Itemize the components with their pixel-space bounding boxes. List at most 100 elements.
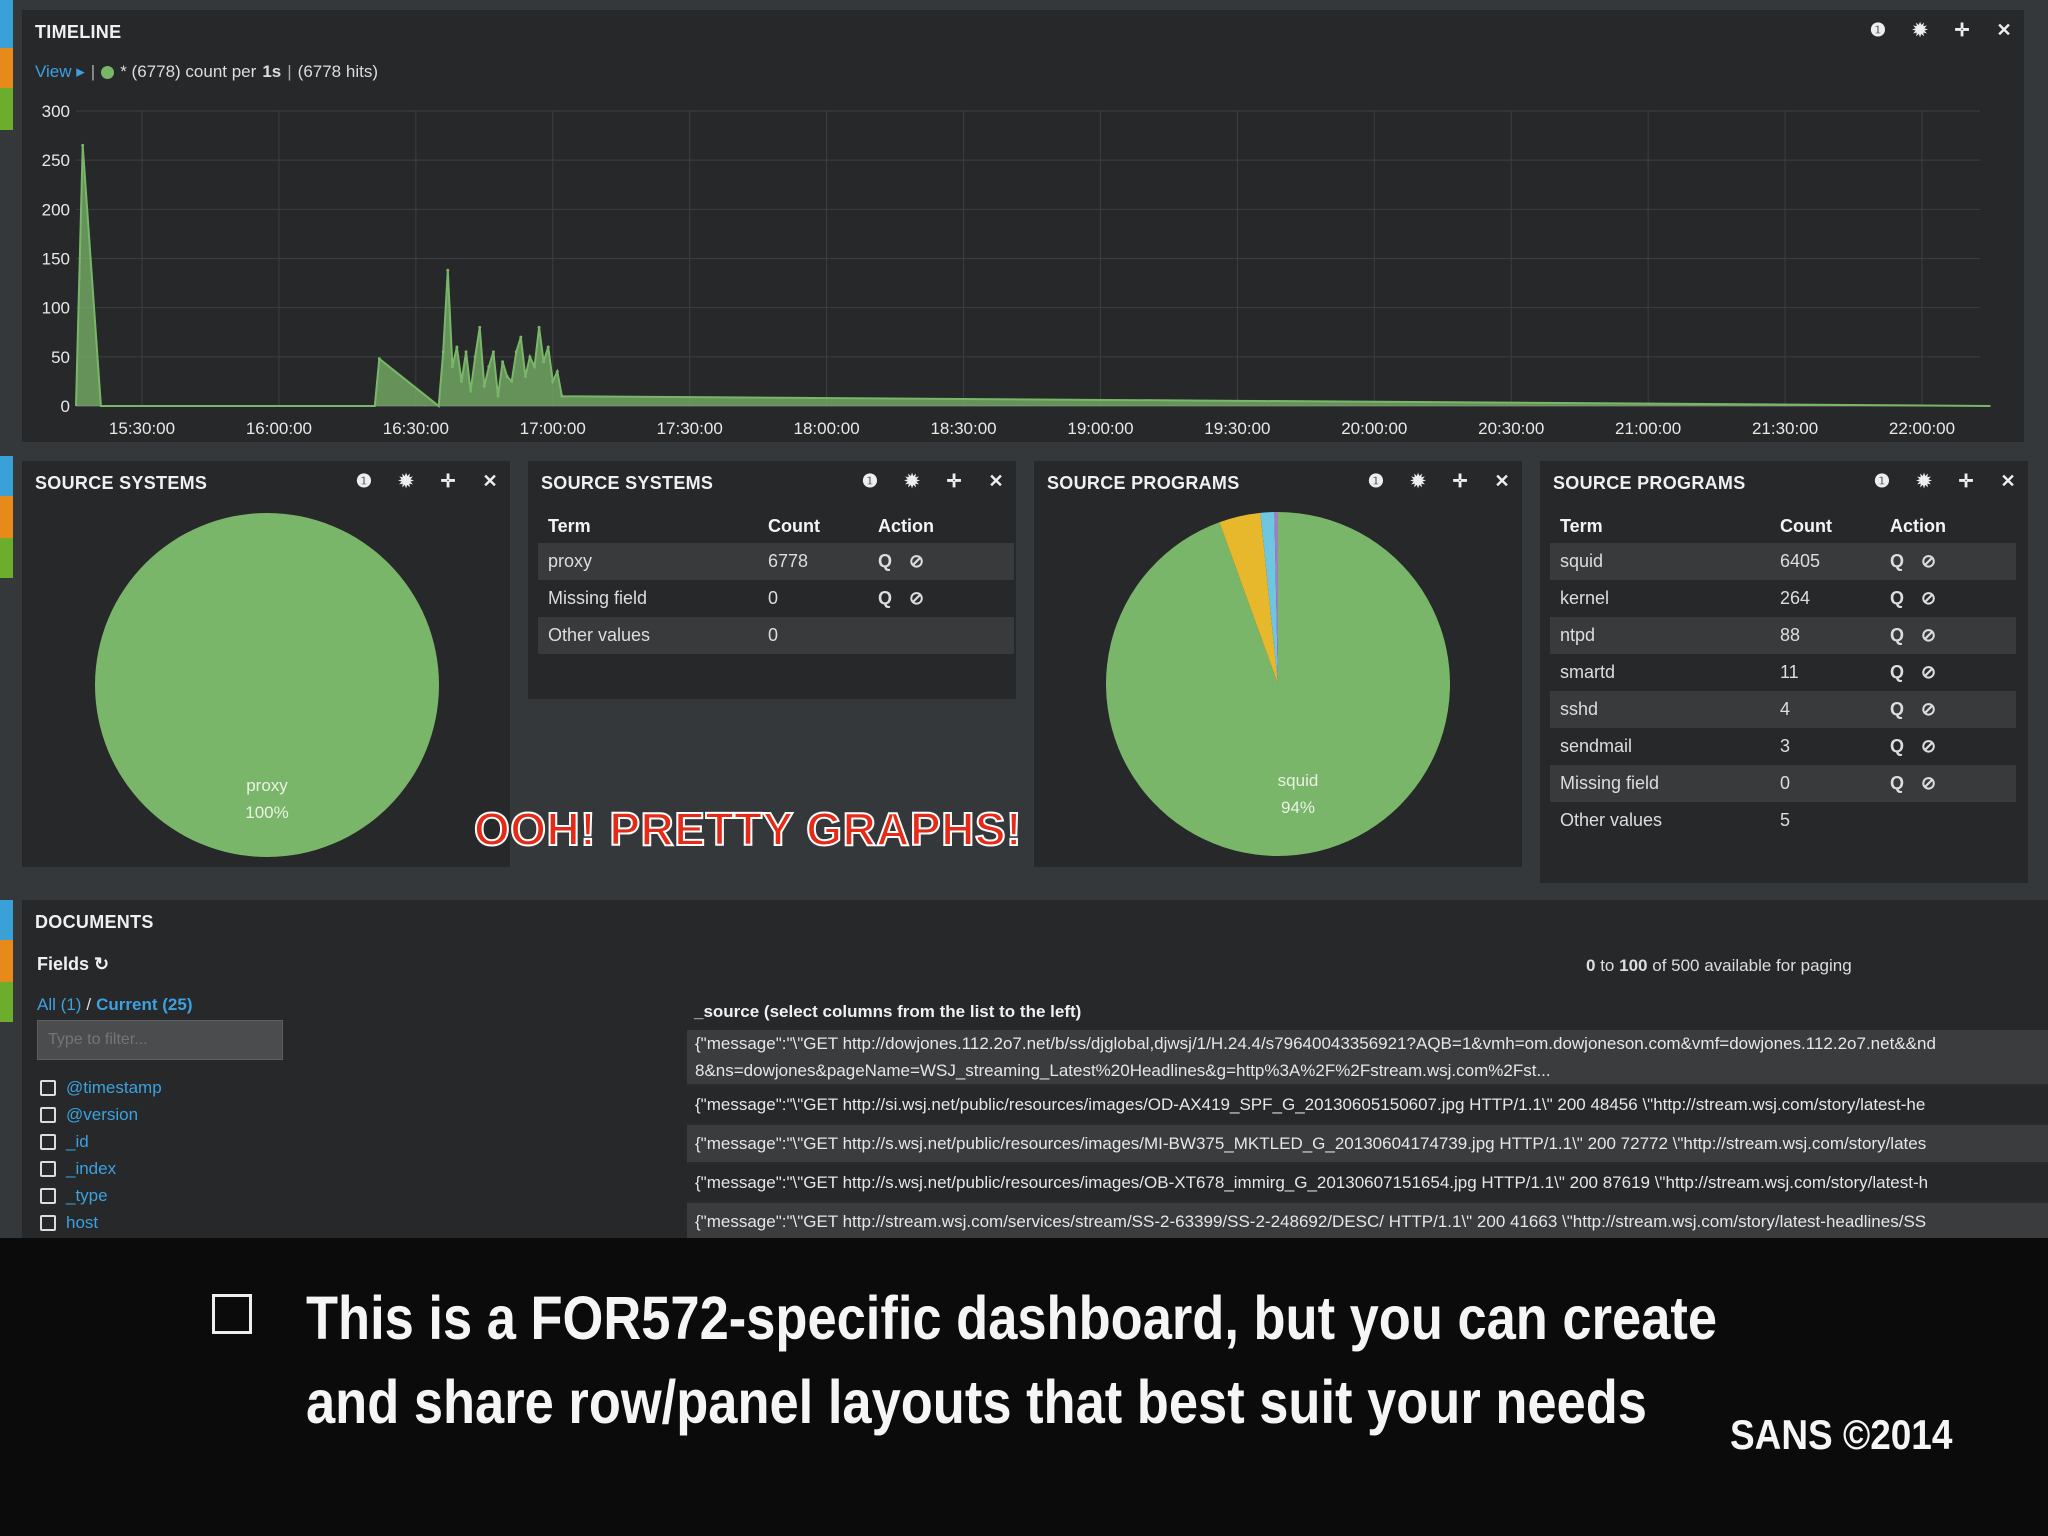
data-point[interactable] (519, 335, 523, 339)
data-point[interactable] (560, 394, 564, 398)
col-header-term[interactable]: Term (548, 515, 591, 536)
field-checkbox[interactable] (40, 1106, 56, 1123)
info-icon[interactable]: ❶ (1873, 471, 1891, 491)
gear-icon[interactable]: ✹ (1912, 20, 1928, 40)
data-point[interactable] (514, 350, 518, 354)
move-icon[interactable]: ✛ (1958, 471, 1974, 491)
pie-slice-ntpd[interactable] (1260, 512, 1278, 684)
data-point[interactable] (473, 355, 477, 359)
data-point[interactable] (505, 375, 509, 378)
data-point[interactable] (546, 345, 550, 349)
filter-actions[interactable]: Q ⊘ (868, 543, 1014, 580)
table-row[interactable]: {"message":"\"GET http://s.wsj.net/publi… (687, 1162, 2048, 1201)
close-icon[interactable]: ✕ (1996, 20, 2012, 40)
data-point[interactable] (501, 360, 505, 364)
data-point[interactable] (441, 350, 445, 354)
table-row[interactable]: {"message":"\"GET http://stream.wsj.com/… (687, 1201, 2048, 1238)
close-icon[interactable]: ✕ (2000, 471, 2016, 491)
source-column-header[interactable]: _source (select columns from the list to… (694, 1002, 1082, 1021)
timeline-chart[interactable]: 300 250 200 150 100 50 0 15:30:00 16:00:00 16:30:… (22, 62, 2024, 462)
col-header-count[interactable]: Count (768, 515, 820, 536)
field-filter-input[interactable] (37, 1020, 283, 1060)
table-row[interactable]: {"message":"\"GET http://dowjones.112.2o… (687, 1030, 2048, 1058)
move-icon[interactable]: ✛ (946, 471, 962, 491)
data-point[interactable] (446, 268, 450, 272)
row-collapse-bar-timeline[interactable] (0, 0, 13, 130)
field-checkbox[interactable] (40, 1160, 56, 1177)
close-icon[interactable]: ✕ (1494, 471, 1510, 491)
data-point[interactable] (533, 365, 537, 369)
data-point[interactable] (528, 355, 532, 359)
data-point[interactable] (510, 379, 514, 383)
info-icon[interactable]: ❶ (1869, 20, 1887, 40)
fields-heading[interactable]: Fields ↻ (37, 954, 110, 974)
info-icon[interactable]: ❶ (355, 471, 373, 491)
data-point[interactable] (482, 384, 486, 388)
field-checkbox[interactable] (40, 1214, 56, 1231)
data-point[interactable] (537, 325, 541, 329)
gear-icon[interactable]: ✹ (398, 471, 414, 491)
field-checkbox[interactable] (40, 1079, 56, 1096)
move-icon[interactable]: ✛ (1954, 20, 1970, 40)
data-point[interactable] (469, 389, 473, 393)
data-point[interactable] (551, 379, 555, 383)
info-icon[interactable]: ❶ (861, 471, 879, 491)
gear-icon[interactable]: ✹ (1916, 471, 1932, 491)
field-item[interactable]: @timestamp (40, 1074, 290, 1101)
filter-actions[interactable]: Q ⊘ (1890, 736, 1943, 756)
filter-actions[interactable]: Q ⊘ (878, 588, 931, 608)
field-checkbox[interactable] (40, 1187, 56, 1204)
data-point[interactable] (459, 379, 463, 383)
table-row-continuation[interactable]: 8&ns=dowjones&pageName=WSJ_streaming_Lat… (687, 1058, 2048, 1084)
data-point[interactable] (555, 370, 559, 374)
data-point[interactable] (81, 143, 85, 147)
data-point[interactable] (487, 365, 491, 369)
filter-actions[interactable]: Q ⊘ (1880, 617, 2016, 654)
move-icon[interactable]: ✛ (440, 471, 456, 491)
field-item[interactable]: _id (40, 1128, 290, 1155)
col-header-count[interactable]: Count (1780, 515, 1832, 536)
field-item[interactable]: host (40, 1209, 290, 1236)
pie-slice-other[interactable] (1274, 512, 1278, 684)
gear-icon[interactable]: ✹ (1410, 471, 1426, 491)
gear-icon[interactable]: ✹ (904, 471, 920, 491)
source-systems-pie-chart[interactable]: proxy 100% (22, 461, 510, 867)
data-point[interactable] (491, 350, 495, 354)
source-programs-pie-chart[interactable]: squid 94% (1034, 461, 1522, 867)
filter-actions[interactable]: Q ⊘ (1880, 765, 2016, 802)
table-row[interactable]: {"message":"\"GET http://s.wsj.net/publi… (687, 1123, 2048, 1162)
data-point[interactable] (464, 350, 468, 354)
data-point[interactable] (455, 345, 459, 349)
view-menu-link[interactable]: View ▸ (35, 62, 85, 81)
pie-slice-squid[interactable] (1105, 512, 1450, 856)
field-checkbox[interactable] (40, 1133, 56, 1150)
series-color-dot[interactable] (101, 65, 115, 79)
close-icon[interactable]: ✕ (988, 471, 1004, 491)
all-fields-link[interactable]: All (1) (37, 995, 82, 1014)
data-point[interactable] (450, 365, 454, 369)
filter-actions[interactable]: Q ⊘ (1880, 691, 2016, 728)
table-row[interactable]: {"message":"\"GET http://si.wsj.net/publ… (687, 1084, 2048, 1123)
row-collapse-bar-documents[interactable] (0, 900, 13, 1022)
move-icon[interactable]: ✛ (1452, 471, 1468, 491)
data-point[interactable] (542, 360, 546, 364)
field-item[interactable]: @version (40, 1101, 290, 1128)
field-item[interactable]: _index (40, 1155, 290, 1182)
close-icon[interactable]: ✕ (482, 471, 498, 491)
col-header-term[interactable]: Term (1560, 515, 1603, 536)
data-point[interactable] (377, 357, 381, 361)
row-collapse-bar-sources[interactable] (0, 456, 13, 578)
data-point[interactable] (496, 394, 500, 398)
legend-hits: (6778 hits) (297, 62, 378, 81)
info-icon[interactable]: ❶ (1367, 471, 1385, 491)
field-item[interactable]: _type (40, 1182, 290, 1209)
series-line[interactable] (75, 145, 1991, 408)
filter-actions[interactable]: Q ⊘ (1890, 588, 1943, 608)
current-fields-link[interactable]: Current (25) (96, 995, 193, 1014)
filter-actions[interactable]: Q ⊘ (1880, 543, 2016, 580)
pie-slice-proxy[interactable] (95, 513, 439, 857)
pie-slice-kernel[interactable] (1219, 512, 1278, 684)
data-point[interactable] (523, 375, 527, 378)
data-point[interactable] (478, 325, 482, 329)
filter-actions[interactable]: Q ⊘ (1890, 662, 1943, 682)
